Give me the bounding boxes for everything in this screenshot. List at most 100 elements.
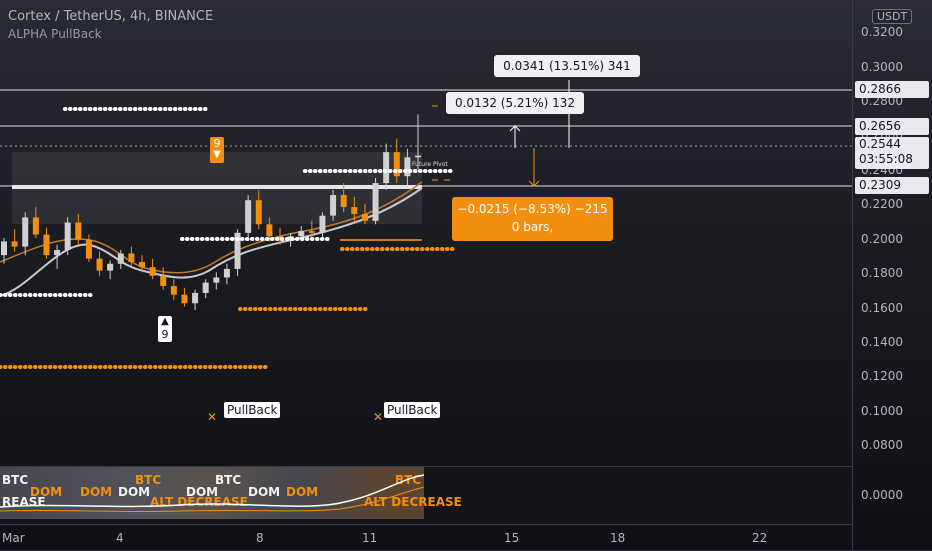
time-axis[interactable]: Mar 4 8 11 15 18 22 [0,524,852,551]
price-tick: 0.1400 [861,335,903,349]
candle-body [277,236,283,240]
price-tick: 0.3000 [861,60,903,74]
candle-body [85,239,92,259]
candle-body [351,207,358,214]
price-tick: 0.1000 [861,404,903,418]
candle-body [170,286,177,295]
candle-body [181,294,188,304]
price-label-2656: 0.2656 [855,118,929,135]
current-price-value: 0.2544 [859,137,901,151]
candle-body [234,232,241,269]
future-pivot-label: Future Pivot [412,161,448,168]
measure-down-line2: 0 bars, [511,220,554,234]
dotted-levels [0,107,457,369]
candle-body [361,213,368,221]
sell-signal-count: 9 [213,137,221,150]
candle-body [372,183,379,221]
indicator-name[interactable]: ALPHA PullBack [8,27,102,41]
price-tick: 0.2200 [861,197,903,211]
currency-badge[interactable]: USDT [872,9,913,24]
sub-label: DOM [118,485,151,499]
buy-signal-marker[interactable]: ▲ 9 [158,316,172,342]
time-label: 8 [256,531,264,545]
candle-body [298,231,305,237]
candle-body [340,195,347,208]
price-tick: 0.3200 [861,25,903,39]
indicator-lines [0,474,425,513]
buy-signal-count: 9 [161,328,169,341]
candle-body [223,268,230,278]
candle-body [43,234,50,256]
candle-body [160,275,167,287]
measure-down-label[interactable]: −0.0215 (−8.53%) −215 0 bars, [452,197,613,241]
candle-body [22,217,29,247]
down-triangle-icon: ▼ [213,149,221,160]
time-label: 4 [116,531,124,545]
candles-group [1,114,421,311]
candle-body [266,224,273,237]
candle-body [192,292,199,304]
up-triangle-icon: ▲ [161,316,169,327]
ma-orange [0,181,423,274]
sub-label: ALT DECREASE [364,495,462,509]
price-chart[interactable] [0,0,852,466]
candle-body [415,155,421,158]
sub-label: DOM [186,485,219,499]
measure-down-head [528,180,540,187]
sell-signal-marker[interactable]: 9 ▼ [210,137,224,163]
candle-body [1,241,7,256]
pullback-label-1[interactable]: PullBack [224,402,281,418]
candle-body [149,267,156,276]
candle-body [255,200,262,225]
price-tick: 0.1200 [861,369,903,383]
candle-body [308,231,315,233]
candle-body [330,195,337,216]
candle-body [139,262,145,268]
time-label: 15 [504,531,520,545]
candle-body [107,263,114,271]
price-tick: 0.1800 [861,266,903,280]
time-label: 18 [610,531,626,545]
price-axis[interactable]: 0.3200 0.3000 0.2800 0.2600 0.2400 0.220… [852,0,932,550]
sub-label: BTC [215,473,242,487]
price-label-2309: 0.2309 [855,177,929,194]
price-tick: 0.0800 [861,438,903,452]
pullback-label-2[interactable]: PullBack [384,402,441,418]
sub-label: DOM [248,485,281,499]
candle-body [64,222,71,251]
sub-label: DOM [286,485,319,499]
indicator-pane[interactable]: BTC DOM DOM DOM BTC DOM DOM BTC BTC DOM … [0,466,852,525]
candle-body [202,282,209,293]
time-label: Mar [2,531,25,545]
price-tick: 0.1600 [861,301,903,315]
sub-label: DOM [80,485,113,499]
bar-countdown: 03:55:08 [859,152,913,166]
candle-body [75,222,82,240]
sub-label: DOM [30,485,63,499]
cross-icon: ✕ [373,410,384,424]
candle-body [245,200,252,233]
candle-body [213,277,220,283]
measure-mid-label[interactable]: 0.0132 (5.21%) 132 [446,92,584,114]
symbol-title[interactable]: Cortex / TetherUS, 4h, BINANCE [8,9,214,24]
sub-label: BTC [2,473,29,487]
candle-body [54,250,61,256]
cross-icon: ✕ [207,410,218,424]
candle-body [319,215,326,233]
candle-body [383,152,390,184]
measure-top-label[interactable]: 0.0341 (13.51%) 341 [494,55,640,77]
time-label: 22 [752,531,768,545]
measure-up-head [509,125,521,132]
sub-pane-tick: 0.0000 [861,488,903,502]
candle-body [11,241,18,247]
candle-body [96,258,103,271]
measure-down-line1: −0.0215 (−8.53%) −215 [457,202,608,216]
candle-body [128,253,135,263]
sub-label: BTC [135,473,162,487]
candle-body [32,217,39,235]
price-label-2866: 0.2866 [855,81,929,98]
current-price-label: 0.2544 03:55:08 [855,137,929,169]
ma-white [0,187,423,297]
candle-body [404,157,411,177]
price-tick: 0.2000 [861,232,903,246]
